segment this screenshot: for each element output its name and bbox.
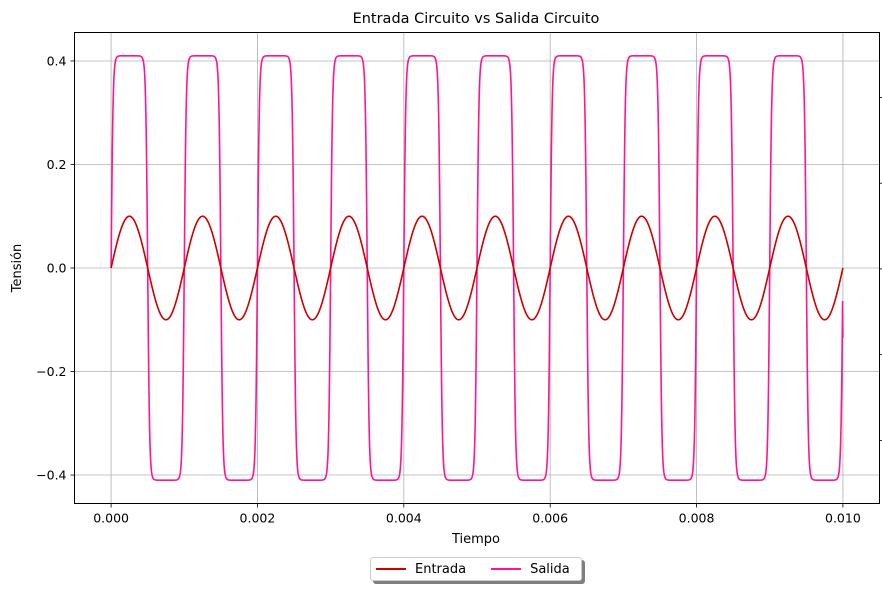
legend-entry-salida: Salida	[491, 562, 570, 577]
legend-swatch-entrada	[376, 568, 406, 570]
x-tick-label: 0.002	[240, 511, 276, 526]
y-tick-label: −0.4	[36, 468, 66, 483]
x-tick-label: 0.008	[679, 511, 715, 526]
legend-swatch-salida	[491, 568, 521, 570]
x-axis-label: Tiempo	[451, 532, 500, 547]
series-layer	[111, 56, 843, 480]
y-tick-label: 0.0	[47, 261, 67, 276]
x-tick-label: 0.010	[825, 511, 861, 526]
legend-entry-entrada: Entrada	[376, 562, 466, 577]
x-tick-label: 0.004	[386, 511, 422, 526]
legend: Entrada Salida	[370, 557, 582, 581]
x-axis-ticks: 0.000 0.002 0.004 0.006 0.008 0.010	[93, 504, 861, 526]
chart-title: Entrada Circuito vs Salida Circuito	[353, 11, 600, 27]
y-tick-label: 0.4	[47, 53, 67, 68]
legend-label-salida: Salida	[530, 562, 570, 577]
y-tick-label: 0.2	[47, 157, 67, 172]
legend-label-entrada: Entrada	[415, 562, 466, 577]
x-tick-label: 0.000	[93, 511, 129, 526]
y-axis-label: Tensión	[10, 244, 25, 294]
x-tick-label: 0.006	[532, 511, 568, 526]
y-axis-ticks: 0.4 0.2 0.0 −0.2 −0.4	[36, 53, 74, 482]
y-tick-label: −0.2	[36, 364, 66, 379]
